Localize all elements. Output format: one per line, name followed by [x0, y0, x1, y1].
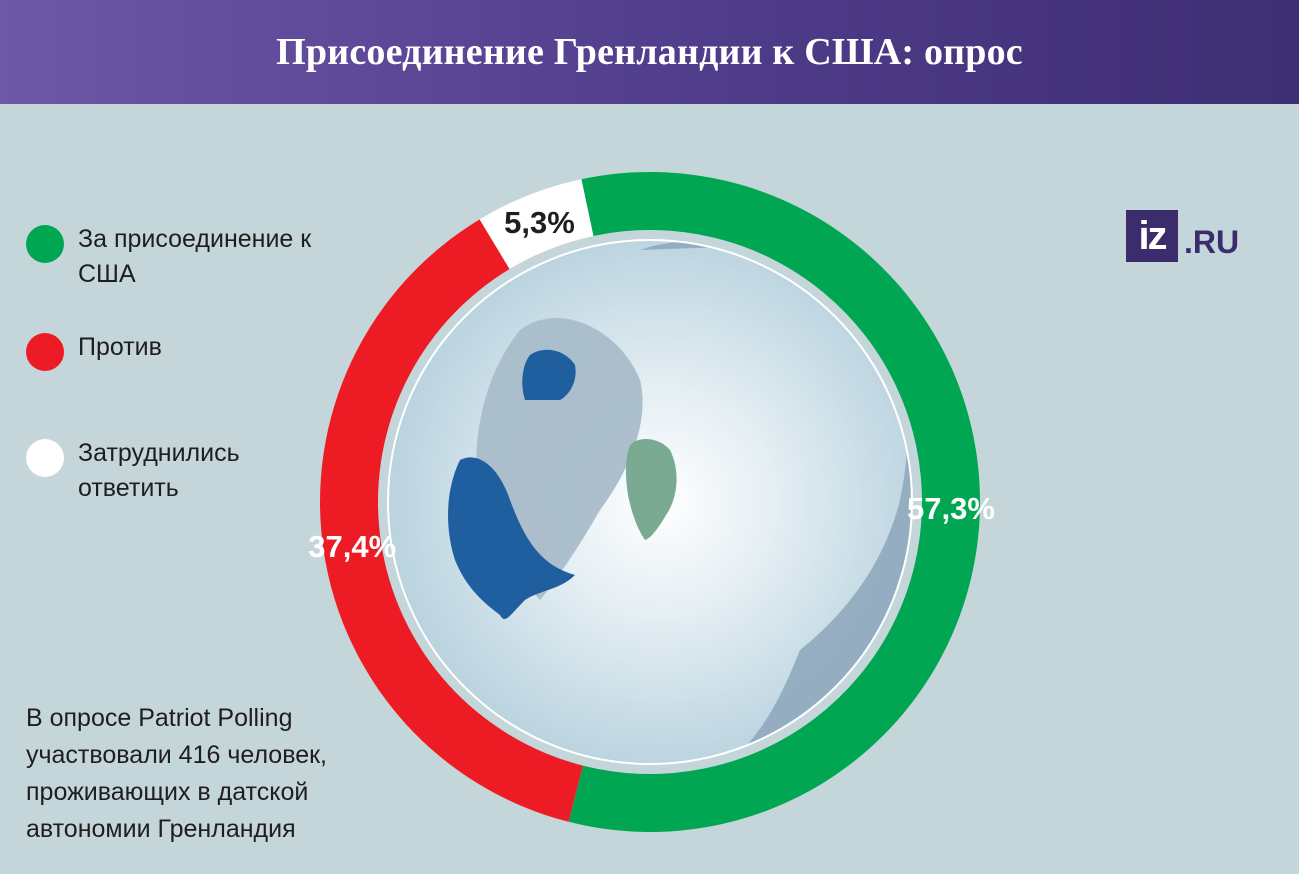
legend-swatch-undecided: [26, 439, 64, 477]
iz-ru-logo: iz .RU: [1126, 210, 1239, 262]
legend-swatch-against: [26, 333, 64, 371]
legend-item-against: Против: [26, 330, 328, 371]
donut-slice-against: [319, 219, 583, 822]
greenland-land: [625, 438, 677, 540]
legend-item-undecided: Затруднились ответить: [26, 436, 328, 506]
data-label-against: 37,4%: [308, 529, 396, 564]
header-bar: Присоединение Гренландии к США: опрос: [0, 0, 1299, 104]
globe-map: [387, 239, 913, 765]
logo-mark: iz: [1126, 210, 1178, 262]
legend-label-for: За присоединение к США: [78, 225, 312, 288]
alaska-territory: [522, 349, 576, 400]
donut-slice-undecided: [479, 179, 594, 270]
globe-landmasses: [448, 240, 912, 764]
survey-note: В опросе Patriot Polling участвовали 416…: [26, 704, 328, 843]
donut-labels: 57,3% 37,4% 5,3%: [308, 205, 995, 564]
legend-label-against: Против: [78, 333, 162, 361]
page-title: Присоединение Гренландии к США: опрос: [276, 31, 1023, 73]
globe-edge: [387, 239, 913, 765]
data-label-undecided: 5,3%: [504, 205, 575, 240]
eurasia-land: [640, 240, 912, 764]
legend-label-undecided: Затруднились ответить: [78, 439, 240, 502]
legend-item-for: За присоединение к США: [26, 222, 328, 292]
donut-slice-for: [568, 172, 980, 833]
logo-domain: .RU: [1184, 224, 1240, 260]
usa-territory: [448, 457, 575, 620]
donut-slices: [319, 172, 980, 833]
legend-swatch-for: [26, 225, 64, 263]
data-label-for: 57,3%: [907, 491, 995, 526]
